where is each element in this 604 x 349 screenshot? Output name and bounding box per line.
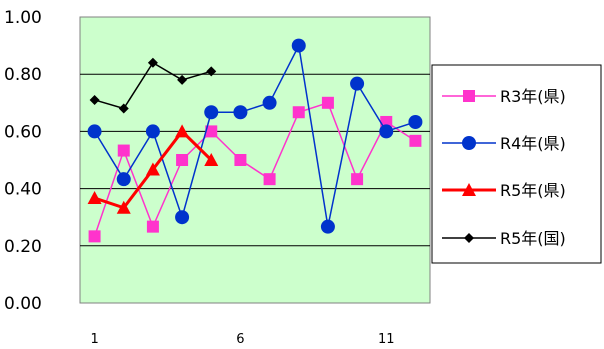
data-point-circle: [408, 114, 423, 129]
series-group: [87, 38, 423, 243]
series-circle: [87, 38, 423, 234]
data-point-triangle: [204, 153, 219, 166]
data-point-diamond: [464, 233, 474, 243]
series-diamond: [89, 57, 217, 114]
series-triangle: [87, 124, 219, 214]
data-point-square: [88, 230, 101, 243]
legend-label: R3年(県): [500, 87, 566, 106]
x-tick-label: 11: [378, 332, 395, 347]
data-point-circle: [116, 172, 131, 187]
data-point-square: [146, 220, 159, 233]
data-point-square: [463, 90, 475, 102]
x-tick-label: 6: [236, 332, 244, 347]
legend-label: R4年(県): [500, 134, 566, 153]
data-point-diamond: [147, 57, 158, 68]
data-point-square: [176, 154, 189, 166]
data-point-square: [263, 173, 276, 186]
x-tick-label: 1: [90, 332, 98, 347]
data-point-triangle: [145, 162, 160, 176]
data-point-square: [117, 144, 130, 157]
x-axis-tick-labels: 1 6 11: [90, 332, 394, 347]
data-point-square: [321, 96, 334, 109]
y-tick-label: 0.80: [4, 65, 42, 85]
data-point-diamond: [206, 66, 217, 77]
data-point-square: [292, 106, 305, 119]
data-point-triangle: [462, 183, 476, 196]
y-tick-label: 1.00: [4, 8, 42, 28]
data-point-circle: [145, 124, 160, 139]
plot-area: [79, 16, 431, 304]
y-axis-tick-labels: 0.00 0.20 0.40 0.60 0.80 1.00: [4, 8, 42, 314]
data-point-square: [351, 173, 364, 186]
legend-item: R3年(県): [442, 87, 566, 106]
data-point-circle: [379, 124, 394, 139]
data-point-circle: [350, 76, 365, 91]
data-point-diamond: [118, 103, 129, 114]
data-point-circle: [204, 105, 219, 120]
data-point-circle: [320, 219, 335, 234]
legend-label: R5年(国): [500, 229, 566, 248]
series-line: [93, 43, 416, 227]
data-point-square: [380, 115, 393, 128]
legend-item: R4年(県): [442, 134, 566, 153]
series-line: [93, 101, 416, 237]
data-point-triangle: [87, 191, 102, 205]
y-tick-label: 0.00: [4, 294, 42, 314]
data-point-circle: [233, 105, 248, 120]
legend-item: R5年(国): [442, 229, 566, 248]
legend-item: R5年(県): [442, 181, 566, 200]
data-point-circle: [262, 95, 277, 110]
legend-box: [431, 64, 602, 264]
data-point-square: [205, 125, 218, 138]
legend-label: R5年(県): [500, 181, 566, 200]
data-point-triangle: [116, 200, 131, 214]
data-point-circle: [291, 38, 306, 53]
data-point-circle: [87, 124, 102, 139]
data-point-diamond: [89, 94, 100, 105]
data-point-square: [234, 154, 247, 166]
y-tick-label: 0.20: [4, 237, 42, 257]
y-tick-label: 0.60: [4, 122, 42, 142]
data-point-triangle: [175, 124, 190, 138]
data-point-circle: [175, 210, 190, 225]
data-point-circle: [462, 136, 476, 150]
y-tick-label: 0.40: [4, 180, 42, 200]
legend: R3年(県) R4年(県) R5年(県) R5年(国): [431, 64, 602, 264]
data-point-diamond: [177, 74, 188, 85]
data-point-square: [409, 134, 422, 147]
series-square: [88, 96, 422, 243]
